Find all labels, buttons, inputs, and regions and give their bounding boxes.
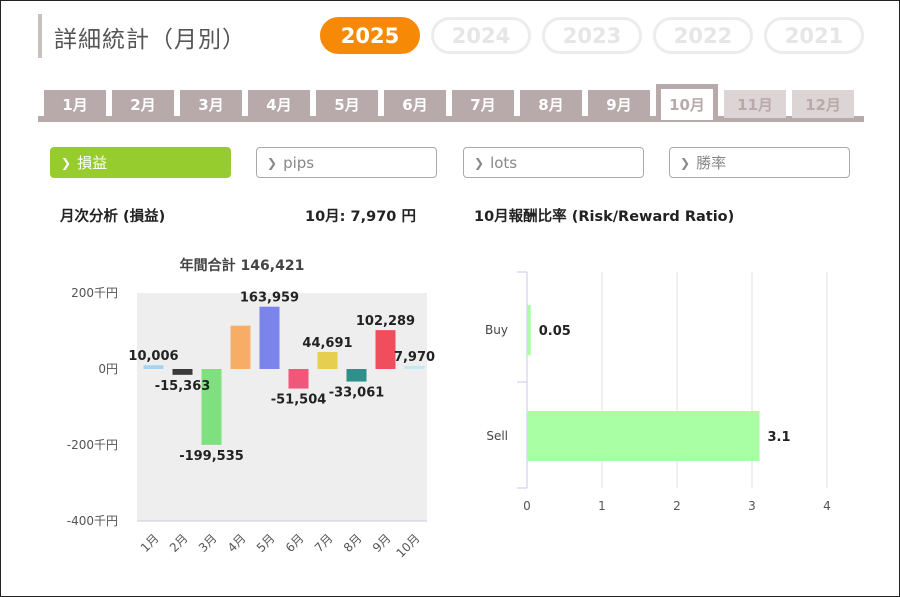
y-tick-label: -400千円 xyxy=(67,514,118,528)
category-label: Buy xyxy=(485,323,508,337)
chevron-right-icon: ❯ xyxy=(61,155,72,170)
month-tab-4[interactable]: 4月 xyxy=(248,90,310,118)
year-pill-2021[interactable]: 2021 xyxy=(764,17,864,54)
y-tick-label: -200千円 xyxy=(67,438,118,452)
bar-7月 xyxy=(317,352,338,369)
metric-button-lots[interactable]: ❯ lots xyxy=(463,147,644,178)
x-tick-label: 3月 xyxy=(196,531,220,555)
month-tab-7[interactable]: 7月 xyxy=(452,90,514,118)
x-tick-label: 7月 xyxy=(312,531,336,555)
ratio-heading: 10月報酬比率 (Risk/Reward Ratio) xyxy=(474,209,735,225)
x-tick-label: 1 xyxy=(598,499,606,513)
category-label: Sell xyxy=(486,429,508,443)
chevron-right-icon: ❯ xyxy=(474,155,485,170)
month-tab-10[interactable]: 10月 xyxy=(656,84,718,120)
x-tick-label: 4月 xyxy=(225,531,249,555)
bar-4月 xyxy=(230,325,251,369)
data-label: -51,504 xyxy=(271,393,327,408)
y-tick-label: 200千円 xyxy=(71,286,118,300)
bar-8月 xyxy=(346,369,367,382)
metric-label: 勝率 xyxy=(696,154,727,172)
data-label: 7,970 xyxy=(394,350,435,365)
year-selector: 2025 2024 2023 2022 2021 xyxy=(320,17,864,54)
chart-title: 年間合計 146,421 xyxy=(180,257,305,274)
bar-2月 xyxy=(172,369,193,375)
bar-9月 xyxy=(375,330,396,369)
data-label: 10,006 xyxy=(128,349,178,364)
bar-sell xyxy=(527,411,760,461)
metric-button-pips[interactable]: ❯ pips xyxy=(256,147,437,178)
month-tab-12[interactable]: 12月 xyxy=(792,90,854,118)
month-tab-8[interactable]: 8月 xyxy=(520,90,582,118)
x-tick-label: 1月 xyxy=(138,531,162,555)
data-label: 163,959 xyxy=(240,291,299,306)
month-tab-1[interactable]: 1月 xyxy=(44,90,106,118)
bar-6月 xyxy=(288,369,309,389)
metric-button-pl[interactable]: ❯ 損益 xyxy=(50,147,231,178)
data-label: -33,061 xyxy=(329,386,385,401)
year-pill-2022[interactable]: 2022 xyxy=(653,17,753,54)
year-pill-2025[interactable]: 2025 xyxy=(320,17,420,54)
x-tick-label: 0 xyxy=(523,499,531,513)
x-tick-label: 8月 xyxy=(341,531,365,555)
x-tick-label: 3 xyxy=(748,499,756,513)
x-tick-label: 5月 xyxy=(254,531,278,555)
chevron-right-icon: ❯ xyxy=(680,155,691,170)
metric-label: lots xyxy=(490,153,518,172)
x-tick-label: 6月 xyxy=(283,531,307,555)
metric-label: 損益 xyxy=(77,154,108,172)
metric-button-win-rate[interactable]: ❯ 勝率 xyxy=(669,147,850,178)
x-tick-label: 9月 xyxy=(370,531,394,555)
bar-1月 xyxy=(143,365,164,369)
bar-5月 xyxy=(259,306,280,369)
month-tab-11[interactable]: 11月 xyxy=(724,90,786,118)
chevron-right-icon: ❯ xyxy=(267,155,278,170)
month-tabs: 1月 2月 3月 4月 5月 6月 7月 8月 9月 10月 11月 12月 xyxy=(44,84,854,120)
monthly-analysis-heading: 月次分析 (損益) xyxy=(60,209,166,225)
monthly-summary-value: 10月: 7,970 円 xyxy=(305,209,416,225)
data-label: 102,289 xyxy=(356,314,415,329)
month-tab-3[interactable]: 3月 xyxy=(180,90,242,118)
page-title: 詳細統計（月別） xyxy=(54,27,246,53)
bar-buy xyxy=(527,305,531,355)
year-pill-2024[interactable]: 2024 xyxy=(431,17,531,54)
bar-10月 xyxy=(404,365,425,369)
x-tick-label: 4 xyxy=(823,499,831,513)
title-accent-bar xyxy=(38,14,42,58)
metric-label: pips xyxy=(283,153,315,172)
month-tab-6[interactable]: 6月 xyxy=(384,90,446,118)
x-tick-label: 2月 xyxy=(167,531,191,555)
month-tab-5[interactable]: 5月 xyxy=(316,90,378,118)
x-tick-label: 2 xyxy=(673,499,681,513)
monthly-pl-chart: 年間合計 146,421 200千円 0円 -200千円 -400千円 10,006 -… xyxy=(67,257,435,560)
month-tab-2[interactable]: 2月 xyxy=(112,90,174,118)
data-label: -15,363 xyxy=(155,379,211,394)
x-tick-label: 10月 xyxy=(393,531,422,560)
month-tab-9[interactable]: 9月 xyxy=(588,90,650,118)
y-tick-label: 0円 xyxy=(98,362,118,376)
data-label: -199,535 xyxy=(179,449,244,464)
year-pill-2023[interactable]: 2023 xyxy=(542,17,642,54)
risk-reward-chart: 0.05 3.1 Buy Sell 0 1 2 3 4 xyxy=(485,271,831,513)
data-label: 3.1 xyxy=(768,430,791,445)
data-label: 44,691 xyxy=(302,336,352,351)
data-label: 0.05 xyxy=(539,324,571,339)
month-tab-underline xyxy=(38,116,864,122)
bar-3月 xyxy=(201,369,222,445)
